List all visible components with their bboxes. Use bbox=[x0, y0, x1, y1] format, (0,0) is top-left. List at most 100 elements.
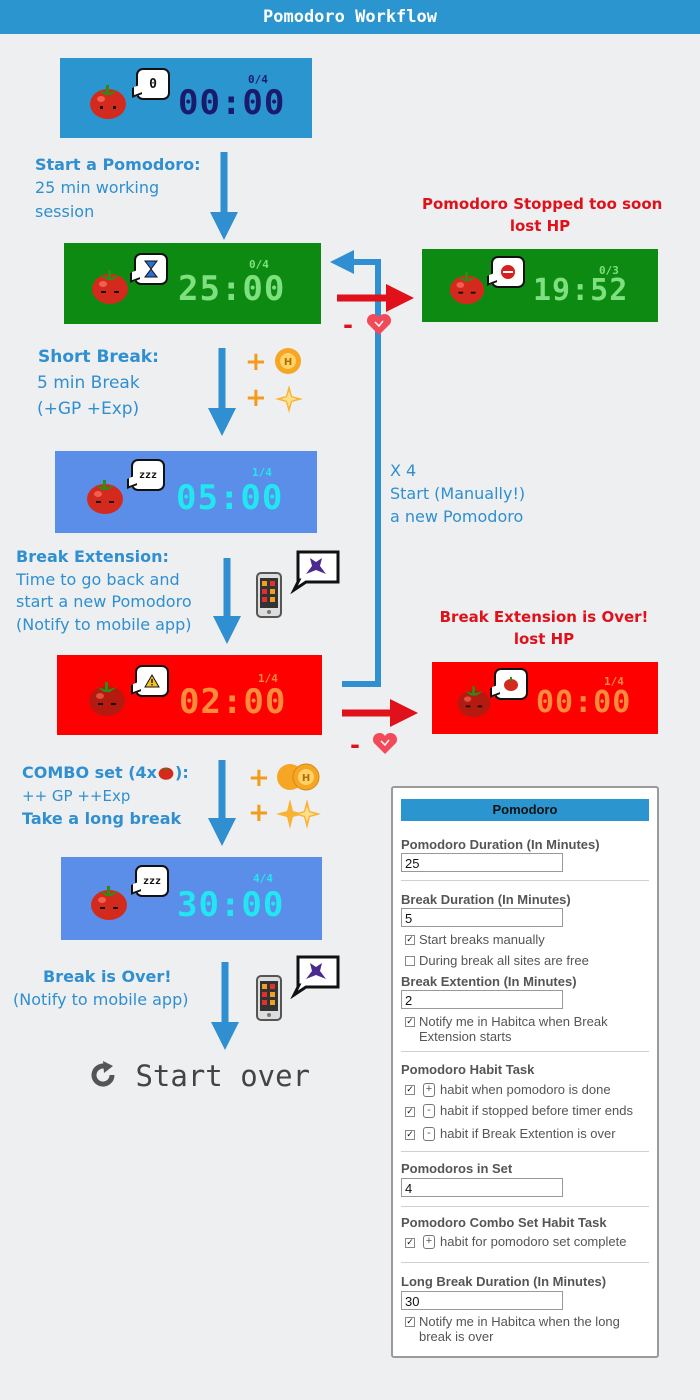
sites-free-label: During break all sites are free bbox=[419, 953, 589, 968]
combo-habit-label: habit for pomodoro set complete bbox=[440, 1234, 627, 1249]
mobile-phone-icon bbox=[256, 572, 282, 618]
combo-task-label: Pomodoro Combo Set Habit Task bbox=[401, 1215, 607, 1230]
habit-extension-checkbox[interactable]: ✓ bbox=[405, 1130, 415, 1140]
step-break-line: 5 min Break bbox=[37, 373, 140, 393]
habit-stopped-label: habit if stopped before timer ends bbox=[440, 1103, 633, 1118]
set-counter: 1/4 bbox=[258, 672, 278, 685]
penalty-stopped-line1: Pomodoro Stopped too soon bbox=[422, 195, 663, 213]
notify-extension-label: Notify me in Habitca when Break bbox=[419, 1014, 608, 1029]
break-input[interactable]: 5 bbox=[401, 908, 563, 927]
hourglass-icon bbox=[144, 260, 158, 278]
bubble-hourglass bbox=[130, 253, 168, 285]
combo-habit-checkbox[interactable]: ✓ bbox=[405, 1238, 415, 1248]
double-gold-coin-icon: H bbox=[277, 763, 320, 791]
sites-free-checkbox[interactable] bbox=[405, 956, 415, 966]
notify-extension-checkbox[interactable]: ✓ bbox=[405, 1017, 415, 1027]
habitica-bubble-icon bbox=[290, 550, 340, 594]
heart-icon bbox=[366, 313, 392, 335]
timer-display: 25:00 bbox=[178, 269, 286, 309]
step-extension-title: Break Extension: bbox=[16, 547, 169, 566]
divider bbox=[401, 1262, 649, 1263]
plus-habit-icon: + bbox=[423, 1235, 435, 1249]
svg-text:H: H bbox=[302, 773, 310, 784]
heart-icon bbox=[372, 732, 398, 754]
set-counter: 1/4 bbox=[604, 675, 624, 688]
combo-title-end: ): bbox=[175, 763, 189, 782]
set-counter: 4/4 bbox=[253, 872, 273, 885]
bubble-stop bbox=[487, 256, 525, 288]
timer-display: 19:52 bbox=[533, 273, 629, 308]
divider bbox=[401, 1206, 649, 1207]
bubble-digit: 0 bbox=[132, 68, 170, 100]
loop-line: a new Pomodoro bbox=[390, 507, 524, 526]
duration-input[interactable]: 25 bbox=[401, 853, 563, 872]
set-input[interactable]: 4 bbox=[401, 1178, 563, 1197]
star-icon bbox=[275, 385, 303, 413]
step-extension-line: Time to go back and bbox=[16, 570, 180, 589]
timer-display: 05:00 bbox=[176, 478, 284, 518]
gold-bonus-sign: + bbox=[245, 347, 267, 377]
timer-display: 30:00 bbox=[177, 885, 285, 925]
extension-input[interactable]: 2 bbox=[401, 990, 563, 1009]
step-over-title: Break is Over! bbox=[43, 967, 172, 986]
tomato-icon bbox=[91, 886, 127, 920]
step-combo-title: COMBO set (4x): bbox=[22, 762, 189, 784]
step-break-title: Short Break: bbox=[38, 347, 159, 367]
loop-arrow bbox=[330, 250, 381, 687]
step-combo-line: ++ GP ++Exp bbox=[22, 787, 131, 805]
tomato-icon bbox=[89, 682, 125, 716]
timer-display: 02:00 bbox=[179, 682, 287, 722]
step-break-line: (+GP +Exp) bbox=[37, 399, 140, 419]
notify-long-label-2: break is over bbox=[419, 1329, 494, 1344]
svg-text:H: H bbox=[284, 357, 292, 368]
start-manually-label: Start breaks manually bbox=[419, 932, 545, 947]
refresh-icon bbox=[91, 1061, 115, 1087]
tomato-icon bbox=[87, 480, 123, 514]
page-title: Pomodoro Workflow bbox=[263, 7, 437, 27]
divider bbox=[401, 1151, 649, 1152]
small-tomato-icon bbox=[504, 677, 518, 691]
step-start-title: Start a Pomodoro: bbox=[35, 155, 201, 174]
gold-bonus-sign: + bbox=[248, 763, 270, 793]
stop-icon bbox=[501, 265, 515, 279]
step-over-line: (Notify to mobile app) bbox=[13, 990, 189, 1009]
timer-panel-work: 0/4 25:00 bbox=[64, 243, 321, 324]
habit-stopped-checkbox[interactable]: ✓ bbox=[405, 1107, 415, 1117]
minus-habit-icon: - bbox=[423, 1127, 435, 1141]
timer-panel-short-break: zzz 1/4 05:00 bbox=[55, 451, 317, 533]
start-over-text: Start over bbox=[135, 1059, 311, 1093]
loop-count: X 4 bbox=[390, 461, 417, 480]
mobile-phone-icon bbox=[256, 975, 282, 1021]
hp-loss-sign: - bbox=[343, 311, 353, 339]
gold-coin-icon: H bbox=[275, 348, 301, 374]
pomodoro-settings-panel: Pomodoro Pomodoro Duration (In Minutes) … bbox=[391, 786, 659, 1358]
timer-panel-long-break: zzz 4/4 30:00 bbox=[61, 857, 322, 940]
notify-long-checkbox[interactable]: ✓ bbox=[405, 1317, 415, 1327]
step-start-line: session bbox=[35, 202, 95, 221]
bubble-warning bbox=[131, 665, 169, 697]
set-counter: 1/4 bbox=[252, 466, 272, 479]
timer-display: 00:00 bbox=[178, 83, 286, 123]
long-break-input[interactable]: 30 bbox=[401, 1291, 563, 1310]
timer-panel-stopped: 0/3 19:52 bbox=[422, 249, 658, 322]
start-manually-checkbox[interactable]: ✓ bbox=[405, 935, 415, 945]
combo-title-text: COMBO set (4x bbox=[22, 763, 157, 782]
start-over-label: Start over bbox=[88, 1060, 310, 1091]
set-counter: 0/3 bbox=[599, 264, 619, 277]
notify-long-label: Notify me in Habitca when the long bbox=[419, 1314, 620, 1329]
long-break-label: Long Break Duration (In Minutes) bbox=[401, 1274, 607, 1289]
step-combo-line2: Take a long break bbox=[22, 809, 182, 828]
habit-done-label: habit when pomodoro is done bbox=[440, 1082, 611, 1097]
timer-panel-extension-over: 1/4 00:00 bbox=[432, 662, 658, 734]
penalty-stopped-line2: lost HP bbox=[509, 217, 571, 235]
duration-label: Pomodoro Duration (In Minutes) bbox=[401, 837, 600, 852]
habitica-bubble-icon bbox=[290, 955, 340, 999]
habit-done-checkbox[interactable]: ✓ bbox=[405, 1085, 415, 1095]
header-bar: Pomodoro Workflow bbox=[0, 0, 700, 34]
divider bbox=[401, 1051, 649, 1052]
bubble-sleep: zzz bbox=[127, 459, 165, 491]
double-star-icon bbox=[276, 799, 321, 829]
set-counter: 0/4 bbox=[248, 73, 268, 86]
set-label: Pomodoros in Set bbox=[401, 1161, 513, 1176]
